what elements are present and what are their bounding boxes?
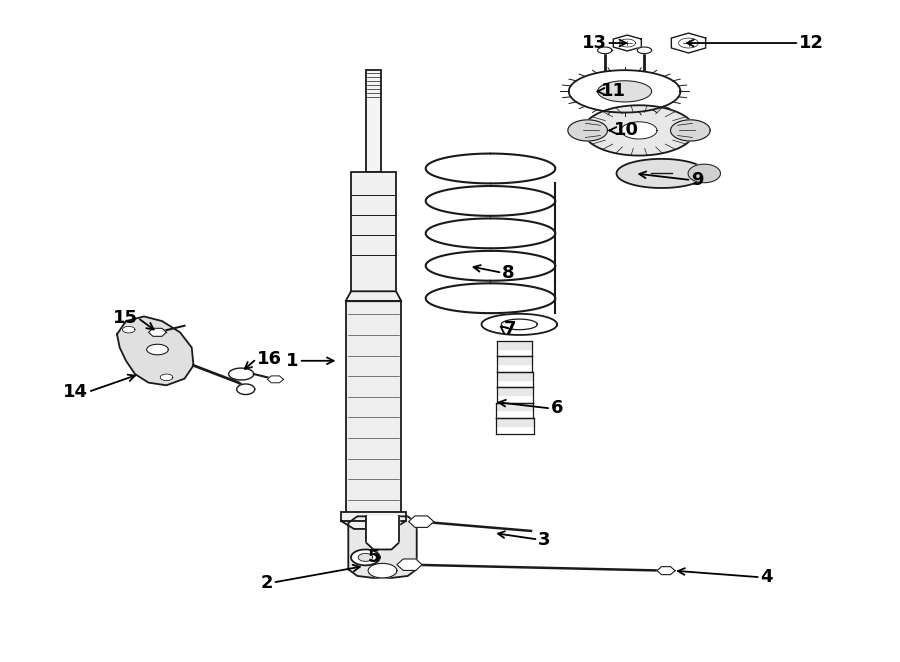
- Text: 4: 4: [760, 568, 773, 587]
- Polygon shape: [237, 384, 255, 395]
- Text: 14: 14: [63, 383, 88, 401]
- Polygon shape: [346, 291, 401, 301]
- Polygon shape: [229, 368, 254, 380]
- Text: 3: 3: [538, 530, 551, 549]
- Polygon shape: [501, 319, 537, 330]
- Polygon shape: [496, 402, 534, 410]
- Polygon shape: [497, 372, 533, 379]
- Polygon shape: [498, 341, 532, 349]
- Polygon shape: [598, 81, 652, 102]
- Text: 16: 16: [256, 350, 282, 368]
- Polygon shape: [671, 33, 706, 53]
- Text: 13: 13: [581, 34, 607, 52]
- Polygon shape: [267, 376, 284, 383]
- Text: 15: 15: [112, 308, 138, 327]
- Polygon shape: [497, 356, 533, 364]
- Polygon shape: [160, 374, 173, 381]
- Polygon shape: [482, 314, 557, 335]
- Text: 2: 2: [260, 573, 273, 592]
- Polygon shape: [598, 47, 612, 54]
- Polygon shape: [368, 563, 397, 578]
- Polygon shape: [568, 120, 608, 141]
- Polygon shape: [397, 559, 422, 571]
- Text: 6: 6: [551, 399, 563, 418]
- Polygon shape: [496, 418, 534, 426]
- Text: 8: 8: [502, 263, 515, 282]
- Polygon shape: [670, 120, 710, 141]
- FancyBboxPatch shape: [366, 70, 381, 172]
- Polygon shape: [569, 70, 680, 113]
- FancyBboxPatch shape: [351, 172, 396, 295]
- Polygon shape: [616, 159, 706, 188]
- Polygon shape: [583, 105, 695, 156]
- Polygon shape: [409, 516, 434, 528]
- Polygon shape: [637, 47, 652, 54]
- Polygon shape: [621, 122, 657, 139]
- Text: 9: 9: [691, 171, 704, 189]
- Polygon shape: [657, 567, 675, 575]
- Text: 5: 5: [367, 548, 380, 567]
- Polygon shape: [358, 553, 373, 561]
- Polygon shape: [147, 344, 168, 355]
- Polygon shape: [341, 521, 406, 529]
- Polygon shape: [366, 516, 399, 541]
- Polygon shape: [117, 316, 194, 385]
- FancyBboxPatch shape: [346, 301, 401, 513]
- Polygon shape: [497, 387, 533, 395]
- Text: 12: 12: [799, 34, 824, 52]
- Polygon shape: [122, 326, 135, 333]
- Polygon shape: [348, 516, 417, 578]
- Text: 10: 10: [614, 121, 639, 140]
- Polygon shape: [613, 35, 642, 51]
- Text: 7: 7: [504, 320, 517, 338]
- Polygon shape: [148, 328, 166, 336]
- Text: 1: 1: [286, 352, 299, 370]
- FancyBboxPatch shape: [341, 512, 406, 521]
- Polygon shape: [351, 549, 380, 565]
- Polygon shape: [688, 164, 721, 183]
- Text: 11: 11: [601, 82, 626, 101]
